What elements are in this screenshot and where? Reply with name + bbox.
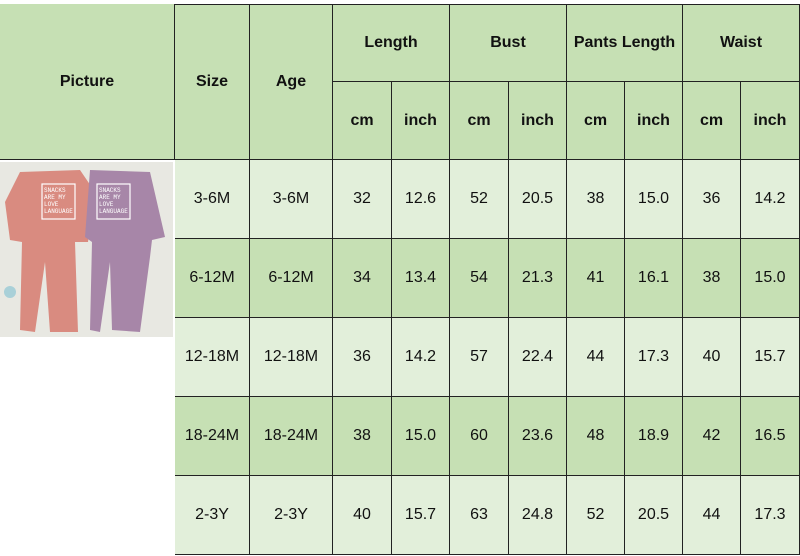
age-cell: 6-12M — [250, 239, 333, 318]
table-top-border — [175, 4, 800, 5]
value-cell: 38 — [333, 397, 392, 476]
header-group: Pants Length — [567, 4, 683, 82]
value-cell: 44 — [683, 476, 741, 555]
value-cell: 16.1 — [625, 239, 683, 318]
header-unit: cm — [683, 82, 741, 160]
header-group: Bust — [450, 4, 567, 82]
header-size: Size — [175, 4, 250, 160]
value-cell: 20.5 — [509, 160, 567, 239]
value-cell: 63 — [450, 476, 509, 555]
size-cell: 2-3Y — [175, 476, 250, 555]
age-cell: 12-18M — [250, 318, 333, 397]
value-cell: 16.5 — [741, 397, 800, 476]
age-cell: 18-24M — [250, 397, 333, 476]
value-cell: 15.0 — [625, 160, 683, 239]
size-cell: 3-6M — [175, 160, 250, 239]
header-unit: inch — [392, 82, 450, 160]
value-cell: 14.2 — [392, 318, 450, 397]
header-unit: cm — [450, 82, 509, 160]
print-text-pink: SNACKS ARE MY LOVE LANGUAGE — [44, 187, 73, 215]
value-cell: 40 — [333, 476, 392, 555]
value-cell: 44 — [567, 318, 625, 397]
header-group: Length — [333, 4, 450, 82]
value-cell: 54 — [450, 239, 509, 318]
value-cell: 36 — [333, 318, 392, 397]
value-cell: 41 — [567, 239, 625, 318]
value-cell: 38 — [683, 239, 741, 318]
value-cell: 12.6 — [392, 160, 450, 239]
value-cell: 20.5 — [625, 476, 683, 555]
header-age: Age — [250, 4, 333, 160]
value-cell: 17.3 — [741, 476, 800, 555]
value-cell: 40 — [683, 318, 741, 397]
size-cell: 18-24M — [175, 397, 250, 476]
value-cell: 22.4 — [509, 318, 567, 397]
value-cell: 60 — [450, 397, 509, 476]
value-cell: 17.3 — [625, 318, 683, 397]
value-cell: 48 — [567, 397, 625, 476]
value-cell: 57 — [450, 318, 509, 397]
value-cell: 34 — [333, 239, 392, 318]
header-unit: cm — [567, 82, 625, 160]
header-unit: inch — [625, 82, 683, 160]
value-cell: 36 — [683, 160, 741, 239]
value-cell: 24.8 — [509, 476, 567, 555]
value-cell: 32 — [333, 160, 392, 239]
value-cell: 52 — [450, 160, 509, 239]
header-picture: Picture — [0, 4, 175, 160]
header-group: Waist — [683, 4, 800, 82]
value-cell: 42 — [683, 397, 741, 476]
header-unit: inch — [741, 82, 800, 160]
value-cell: 15.0 — [741, 239, 800, 318]
value-cell: 23.6 — [509, 397, 567, 476]
age-cell: 3-6M — [250, 160, 333, 239]
value-cell: 15.0 — [392, 397, 450, 476]
product-picture: SNACKS ARE MY LOVE LANGUAGE SNACKS ARE M… — [0, 162, 173, 337]
value-cell: 21.3 — [509, 239, 567, 318]
print-text-purple: SNACKS ARE MY LOVE LANGUAGE — [99, 187, 128, 215]
value-cell: 18.9 — [625, 397, 683, 476]
header-unit: inch — [509, 82, 567, 160]
age-cell: 2-3Y — [250, 476, 333, 555]
value-cell: 38 — [567, 160, 625, 239]
value-cell: 13.4 — [392, 239, 450, 318]
value-cell: 15.7 — [392, 476, 450, 555]
size-cell: 6-12M — [175, 239, 250, 318]
size-cell: 12-18M — [175, 318, 250, 397]
header-unit: cm — [333, 82, 392, 160]
value-cell: 15.7 — [741, 318, 800, 397]
value-cell: 52 — [567, 476, 625, 555]
value-cell: 14.2 — [741, 160, 800, 239]
